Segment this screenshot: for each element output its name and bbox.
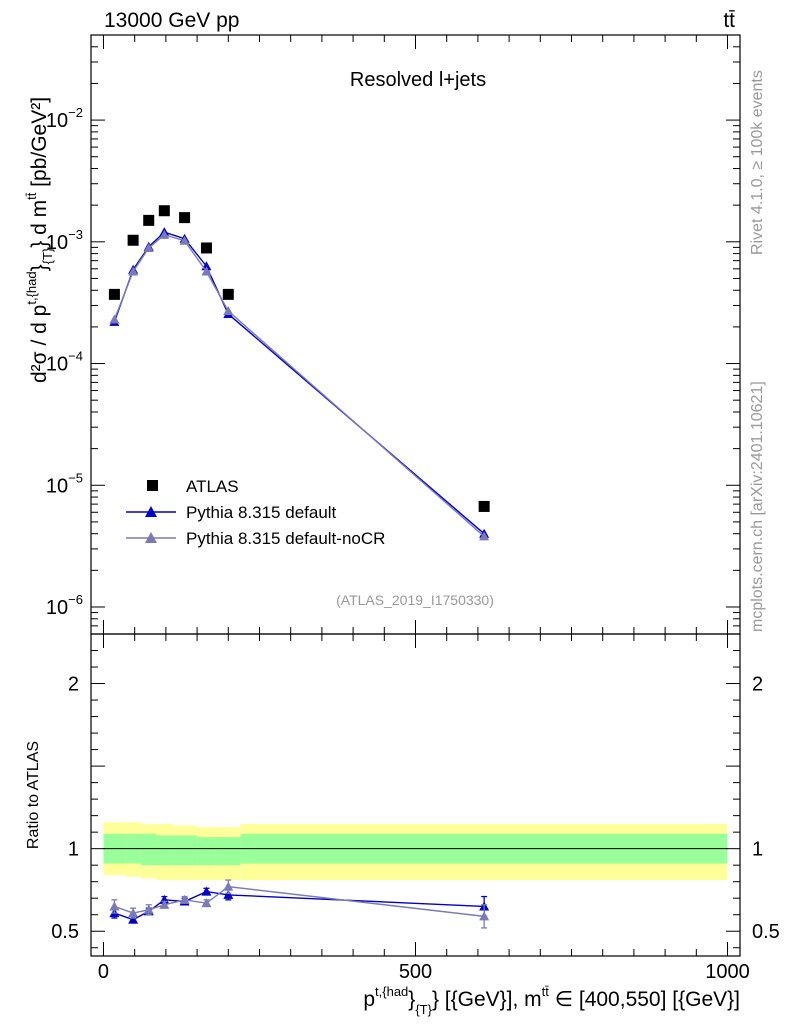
atlas-data-point: [478, 500, 490, 512]
ratio-point-1: [179, 894, 190, 904]
legend-label-default: Pythia 8.315 default: [186, 503, 337, 522]
ratio-line-0: [114, 890, 485, 921]
process-label: tt̄: [723, 9, 735, 32]
atlas-data-point: [143, 214, 155, 226]
ratio-point-0: [128, 914, 139, 924]
legend-marker-atlas: [147, 480, 158, 491]
ratio-band-green: [140, 833, 157, 866]
ratio-point-1: [128, 908, 139, 918]
main-ytick-label: 10−6: [46, 592, 83, 619]
main-ytick-label: 10−3: [46, 227, 83, 254]
ratio-band-green: [215, 837, 241, 866]
ratio-band-green: [156, 835, 173, 866]
atlas-data-point: [179, 212, 191, 224]
ratio-point-0: [201, 886, 212, 896]
atlas-data-point: [200, 242, 212, 254]
ratio-line-1: [114, 885, 485, 918]
series-point-2: [223, 306, 234, 316]
legend-label-atlas: ATLAS: [186, 477, 239, 496]
ratio-ytick-label-right: 2: [752, 674, 763, 696]
xtick-label: 1000: [705, 961, 750, 983]
legend-label-nocr: Pythia 8.315 default-noCR: [186, 529, 385, 548]
series-point-2: [159, 229, 170, 239]
series-point-2: [201, 266, 212, 276]
rivet-version-label: Rivet 4.1.0, ≥ 100k events: [749, 70, 766, 255]
series-point-2: [479, 531, 490, 541]
ratio-ytick-label-left: 0.5: [51, 921, 79, 943]
ratio-band-green: [197, 837, 216, 866]
chart-title: Resolved l+jets: [350, 69, 486, 91]
xtick-label: 500: [399, 961, 432, 983]
main-series-layer: [108, 205, 490, 541]
atlas-data-point: [158, 205, 170, 217]
ratio-ylabel: Ratio to ATLAS: [25, 741, 42, 849]
series-point-2: [109, 314, 120, 324]
atlas-data-point: [108, 288, 120, 300]
ratio-series-layer: [109, 879, 490, 929]
ratio-point-1: [159, 899, 170, 909]
x-axis-label: pt,{had}{T}} [{GeV}], mtt̄ ∈ [400,550] […: [363, 984, 740, 1017]
series-line-2: [113, 234, 485, 537]
main-axes: 10−6 10−5 10−4 10−3 10−2: [46, 34, 741, 635]
legend: ATLAS Pythia 8.315 default Pythia 8.315 …: [126, 477, 385, 548]
ratio-bands: [103, 822, 728, 881]
ratio-ytick-label-left: 2: [68, 674, 79, 696]
ratio-ytick-label-right: 0.5: [752, 921, 780, 943]
ratio-band-green: [172, 835, 198, 866]
series-point-2: [128, 266, 139, 276]
ratio-ytick-label-right: 1: [752, 839, 763, 861]
mcplots-label: mcplots.cern.ch [arXiv:2401.10621]: [749, 381, 766, 632]
legend-marker-nocr: [145, 532, 157, 543]
ratio-point-1: [109, 901, 120, 911]
series-point-2: [143, 242, 154, 252]
ratio-point-0: [223, 889, 234, 899]
analysis-id-label: (ATLAS_2019_I1750330): [336, 592, 494, 608]
series-point-2: [179, 235, 190, 245]
main-ytick-label: 10−5: [46, 470, 83, 497]
series-line-1: [113, 231, 485, 535]
ratio-point-1: [479, 911, 490, 921]
atlas-data-point: [222, 288, 234, 300]
main-ytick-label: 10−4: [46, 349, 83, 376]
ratio-point-1: [201, 898, 212, 908]
ratio-point-1: [223, 881, 234, 891]
legend-marker-default: [145, 506, 157, 517]
energy-label: 13000 GeV pp: [104, 9, 239, 32]
xtick-label: 0: [98, 961, 109, 983]
atlas-data-point: [127, 234, 139, 246]
ratio-axes: 0.5 0.5 1 1 2 2 0 500 1000: [51, 633, 780, 983]
main-ylabel: d²σ / d pt,{had}{T}} d mtt̄ [pb/GeV²]: [24, 97, 55, 383]
ratio-point-1: [143, 904, 154, 914]
ratio-ytick-label-left: 1: [68, 839, 79, 861]
main-ytick-label: 10−2: [46, 105, 83, 132]
